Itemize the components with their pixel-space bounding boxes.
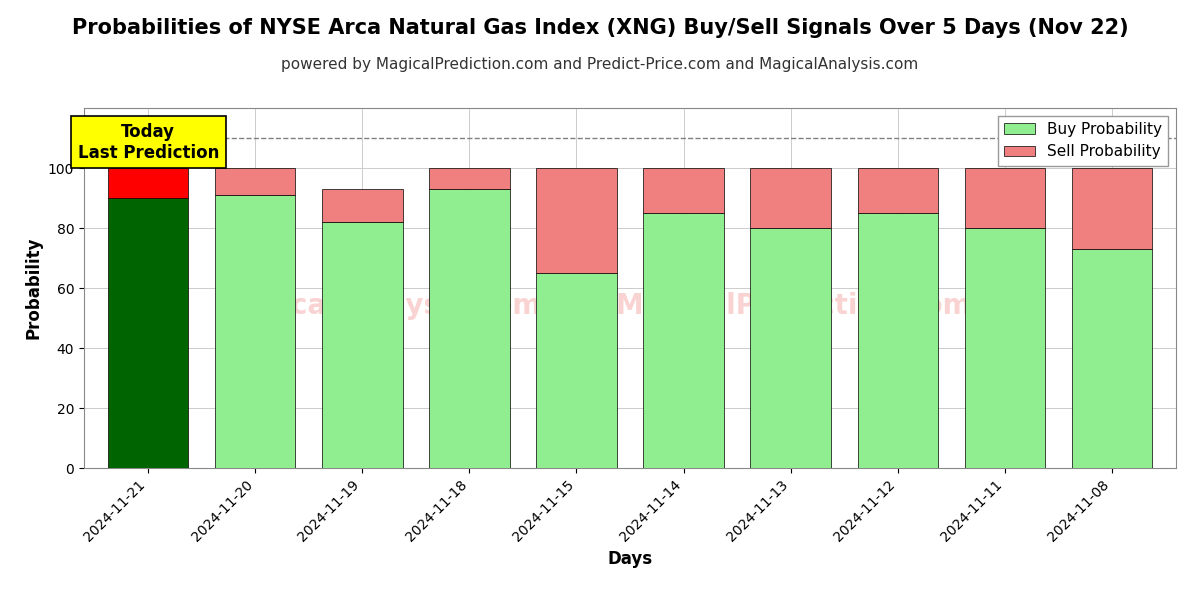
Text: Today
Last Prediction: Today Last Prediction	[78, 123, 218, 162]
Legend: Buy Probability, Sell Probability: Buy Probability, Sell Probability	[998, 116, 1169, 166]
Text: powered by MagicalPrediction.com and Predict-Price.com and MagicalAnalysis.com: powered by MagicalPrediction.com and Pre…	[281, 57, 919, 72]
Bar	[536, 273, 617, 468]
Bar	[430, 189, 510, 468]
Bar	[858, 168, 937, 213]
Bar	[215, 195, 295, 468]
Y-axis label: Probability: Probability	[24, 237, 42, 339]
Bar	[1072, 168, 1152, 249]
Text: Probabilities of NYSE Arca Natural Gas Index (XNG) Buy/Sell Signals Over 5 Days : Probabilities of NYSE Arca Natural Gas I…	[72, 18, 1128, 38]
Bar	[323, 222, 402, 468]
Bar	[643, 213, 724, 468]
Bar	[858, 213, 937, 468]
Bar	[750, 168, 830, 228]
Bar	[1072, 249, 1152, 468]
Bar	[965, 168, 1045, 228]
Bar	[108, 168, 188, 198]
Bar	[108, 198, 188, 468]
Bar	[965, 228, 1045, 468]
Bar	[536, 168, 617, 273]
Bar	[323, 189, 402, 222]
Bar	[430, 168, 510, 189]
X-axis label: Days: Days	[607, 550, 653, 568]
Text: MagicalPrediction.com: MagicalPrediction.com	[616, 292, 972, 320]
Bar	[643, 168, 724, 213]
Text: MagicalAnalysis.com: MagicalAnalysis.com	[216, 292, 542, 320]
Bar	[215, 168, 295, 195]
Bar	[750, 228, 830, 468]
